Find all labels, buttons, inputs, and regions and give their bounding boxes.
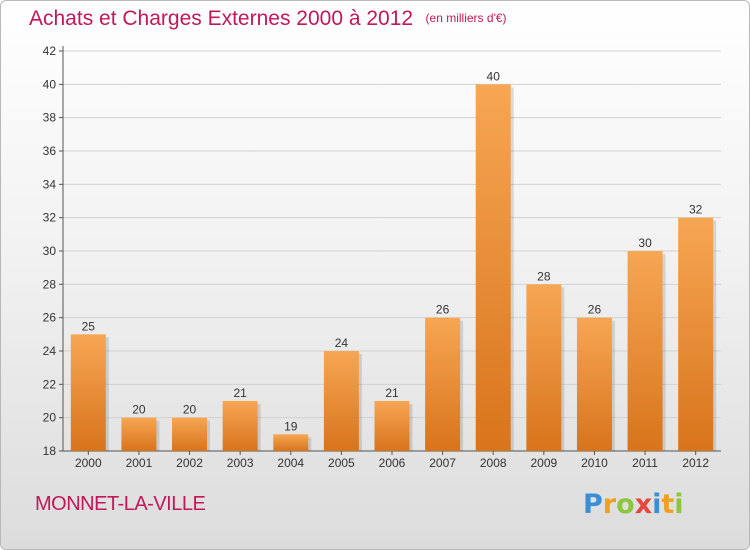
value-label-2011: 30 <box>638 236 652 250</box>
value-label-2001: 20 <box>132 403 146 417</box>
bar-2008 <box>475 84 511 451</box>
place-name: MONNET-LA-VILLE <box>35 493 206 515</box>
value-labels: 25 20 20 21 19 24 21 26 40 28 26 30 32 <box>82 69 703 433</box>
y-tick-label: 22 <box>43 377 57 391</box>
y-tick-label: 26 <box>43 311 57 325</box>
bar-2009 <box>526 284 562 451</box>
bar-2002 <box>172 417 208 451</box>
bar-2010 <box>576 317 612 451</box>
y-tick-label: 36 <box>43 144 57 158</box>
axes: 18 20 22 24 26 28 30 32 34 36 38 40 42 2000 2001 2002 20… <box>43 44 721 470</box>
chart-subtitle: (en milliers d'€) <box>425 11 507 25</box>
bar-2003 <box>222 401 258 451</box>
value-label-2006: 21 <box>385 386 399 400</box>
value-label-2004: 19 <box>284 419 298 433</box>
x-tick-label-2001: 2001 <box>126 456 153 470</box>
proxiti-logo[interactable]: Proxiti <box>583 489 684 520</box>
value-label-2000: 25 <box>82 319 96 333</box>
title-block: Achats et Charges Externes 2000 à 2012 (… <box>29 7 507 31</box>
y-tick-label: 30 <box>43 244 57 258</box>
value-label-2009: 28 <box>537 269 551 283</box>
x-tick-label-2007: 2007 <box>429 456 456 470</box>
bar-2012 <box>678 217 714 451</box>
x-tick-label-2008: 2008 <box>480 456 507 470</box>
x-tick-label-2002: 2002 <box>176 456 203 470</box>
x-tick-label-2006: 2006 <box>379 456 406 470</box>
bar-2005 <box>323 351 359 451</box>
y-tick-label: 20 <box>43 411 57 425</box>
bar-2011 <box>627 251 663 451</box>
x-tick-label-2010: 2010 <box>581 456 608 470</box>
value-label-2003: 21 <box>233 386 247 400</box>
bar-2004 <box>273 434 309 451</box>
x-tick-label-2003: 2003 <box>227 456 254 470</box>
y-tick-label: 28 <box>43 277 57 291</box>
y-tick-label: 34 <box>43 177 57 191</box>
y-tick-label: 18 <box>43 444 57 458</box>
x-tick-label-2009: 2009 <box>530 456 557 470</box>
value-label-2002: 20 <box>183 403 197 417</box>
x-tick-label-2004: 2004 <box>277 456 304 470</box>
value-label-2005: 24 <box>335 336 349 350</box>
y-tick-label: 32 <box>43 211 57 225</box>
value-label-2007: 26 <box>436 303 450 317</box>
value-label-2008: 40 <box>487 69 501 83</box>
x-tick-label-2012: 2012 <box>682 456 709 470</box>
x-tick-label-2005: 2005 <box>328 456 355 470</box>
value-label-2010: 26 <box>588 303 602 317</box>
x-tick-label-2011: 2011 <box>632 456 658 470</box>
y-tick-label: 38 <box>43 111 57 125</box>
bar-2006 <box>374 401 410 451</box>
bar-2007 <box>425 317 461 451</box>
bars <box>70 84 717 451</box>
bar-2001 <box>121 417 157 451</box>
y-tick-label: 42 <box>43 44 57 58</box>
x-tick-label-2000: 2000 <box>75 456 102 470</box>
value-label-2012: 32 <box>689 203 703 217</box>
chart-title: Achats et Charges Externes 2000 à 2012 <box>29 7 414 30</box>
y-tick-label: 24 <box>43 344 57 358</box>
y-tick-label: 40 <box>43 77 57 91</box>
bar-2000 <box>70 334 106 451</box>
